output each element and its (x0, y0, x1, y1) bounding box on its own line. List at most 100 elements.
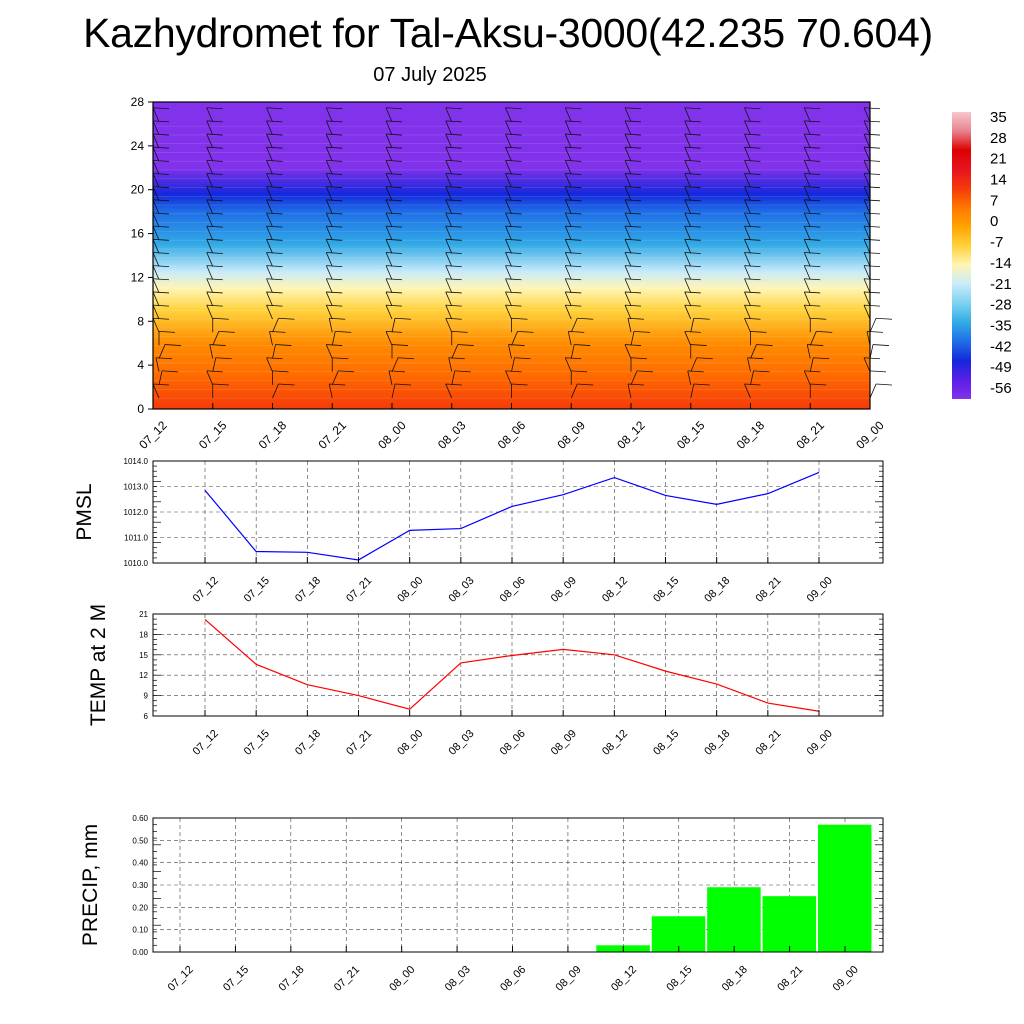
wind-barb (505, 304, 512, 320)
wind-barb-flag (684, 278, 701, 281)
x-tick-label: 09_00 (805, 575, 835, 605)
wind-barb-flag (804, 265, 821, 268)
wind-barb-flag (275, 344, 292, 346)
wind-barb-flag (266, 199, 283, 202)
y-tick-label: 9 (144, 692, 149, 701)
y-axis-title: PMSL (73, 483, 96, 540)
wind-barb (325, 278, 333, 293)
wind-barb (325, 291, 333, 307)
wind-barb (385, 133, 393, 149)
y-tick-label: 0.30 (132, 881, 148, 890)
y-tick-label: 0.60 (132, 814, 148, 823)
wind-barb (564, 212, 572, 228)
wind-barb (152, 120, 160, 136)
wind-barb (505, 186, 512, 201)
x-tick-label: 08_09 (549, 575, 579, 605)
wind-barb-flag (565, 159, 582, 162)
wind-barb-flag (152, 265, 170, 268)
wind-barb (564, 291, 572, 307)
wind-barb-flag (385, 304, 403, 307)
wind-barb-flag (568, 331, 585, 333)
wind-barb (152, 318, 160, 333)
wind-barb-flag (816, 331, 833, 333)
wind-barb (624, 133, 632, 149)
wind-barb-flag (804, 370, 821, 373)
wind-barb-flag (152, 383, 170, 386)
wind-barb (385, 331, 393, 346)
wind-barb (690, 357, 698, 372)
wind-barb-flag (744, 120, 761, 123)
wind-barb (206, 265, 214, 280)
wind-barb (325, 344, 333, 359)
wind-barb-flag (385, 225, 403, 228)
wind-barb (803, 107, 811, 122)
wind-barb (266, 107, 273, 122)
wind-barb (863, 239, 871, 254)
wind-barb-flag (152, 278, 170, 281)
wind-barb-flag (630, 357, 648, 360)
x-tick-label: 07_15 (221, 964, 251, 994)
wind-barb (570, 383, 578, 399)
x-tick-label: 07_12 (166, 964, 196, 994)
y-tick-label: 0.40 (132, 859, 148, 868)
wind-barb (505, 147, 512, 162)
wind-barb-flag (505, 186, 522, 189)
wind-barb (624, 344, 632, 359)
wind-barb-flag (624, 291, 642, 294)
wind-barb-flag (215, 357, 232, 360)
wind-barb (266, 120, 273, 136)
x-tick-label: 07_21 (316, 418, 350, 452)
wind-barb-flag (158, 331, 176, 333)
wind-barb-flag (624, 304, 642, 307)
wind-barb (325, 160, 333, 175)
x-tick-label: 08_21 (794, 418, 828, 452)
wind-barb-flag (332, 357, 349, 360)
wind-barb-flag (445, 186, 462, 189)
wind-barb-flag (206, 265, 223, 268)
wind-barb (744, 291, 751, 307)
wind-barb-flag (505, 225, 522, 228)
wind-barb (564, 265, 572, 280)
wind-barb-flag (326, 212, 343, 215)
wind-barb (505, 370, 512, 386)
wind-barb (863, 160, 871, 175)
wind-barb-flag (511, 317, 528, 320)
wind-barb (863, 252, 871, 267)
wind-barb-flag (684, 107, 701, 110)
wind-barb (863, 147, 871, 162)
wind-barb (869, 383, 877, 399)
wind-barb (152, 265, 160, 280)
wind-barb-flag (565, 225, 582, 228)
wind-barb-flag (266, 278, 283, 281)
wind-barb-flag (266, 133, 283, 136)
wind-barb (863, 186, 871, 201)
wind-barb (803, 199, 811, 214)
wind-barb (505, 133, 512, 149)
x-tick-label: 08_09 (555, 418, 589, 452)
wind-barb-flag (624, 225, 642, 228)
wind-barb-flag (696, 357, 713, 360)
wind-barb-flag (744, 159, 761, 162)
wind-barb (206, 212, 214, 228)
wind-barb-flag (804, 225, 821, 228)
wind-barb-flag (565, 265, 582, 268)
wind-barb (385, 304, 393, 320)
wind-barb-flag (206, 370, 223, 373)
wind-barb (385, 160, 393, 175)
wind-barb-flag (206, 304, 223, 307)
wind-barb (684, 252, 692, 267)
wind-barb (385, 239, 393, 254)
wind-barb-flag (266, 173, 283, 175)
wind-barb (564, 278, 572, 293)
wind-barb-flag (565, 120, 582, 123)
chart-title: Kazhydromet for Tal-Aksu-3000(42.235 70.… (83, 10, 933, 56)
wind-barb-flag (690, 344, 707, 346)
x-tick-label: 08_03 (435, 418, 469, 452)
wind-barb (152, 160, 160, 175)
wind-barb (803, 212, 811, 228)
wind-barb (803, 278, 811, 293)
y-tick-label: 1014.0 (124, 457, 149, 466)
wind-barb-flag (744, 278, 761, 281)
wind-barb (505, 225, 512, 241)
wind-barb-flag (744, 186, 761, 189)
